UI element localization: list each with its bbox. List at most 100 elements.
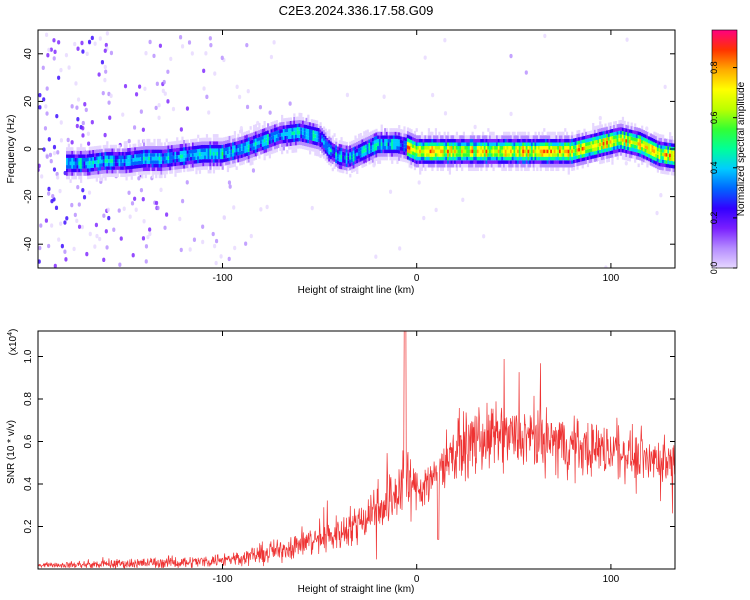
ridge-cell (422, 138, 425, 143)
ridge-cell (170, 141, 174, 146)
ridge-cell (578, 151, 581, 155)
ridge-cell (562, 156, 565, 161)
noise-cell (139, 109, 143, 114)
ridge-cell (429, 160, 432, 164)
ridge-cell (513, 135, 516, 139)
ridge-cell (328, 140, 331, 144)
ridge-cell (551, 146, 555, 150)
ridge-cell (183, 161, 186, 166)
noise-cell (201, 239, 205, 245)
ridge-cell (527, 142, 530, 147)
ridge-cell (544, 135, 548, 139)
ridge-cell (672, 139, 675, 144)
ridge-cell (71, 165, 74, 169)
ridge-cell (375, 128, 378, 133)
ridge-cell (177, 140, 181, 145)
ridge-cell (445, 142, 448, 147)
ridge-cell (655, 139, 658, 144)
ridge-cell (338, 161, 341, 166)
ridge-cell (317, 142, 320, 146)
spectrogram-cells (38, 31, 675, 268)
ridge-cell (90, 168, 93, 172)
ridge-cell (513, 163, 516, 168)
ridge-cell (349, 155, 352, 160)
ridge-cell (436, 153, 439, 157)
ridge-cell (284, 128, 287, 133)
ridge-cell (499, 138, 502, 143)
ridge-cell (569, 153, 572, 157)
ridge-cell (642, 133, 646, 138)
ridge-cell (637, 145, 640, 150)
ridge-cell (499, 160, 502, 164)
ridge-cell (106, 148, 109, 152)
ridge-cell (212, 134, 216, 138)
ridge-cell (651, 152, 654, 156)
ridge-cell (289, 135, 292, 139)
ridge-cell (523, 167, 527, 172)
ridge-cell (375, 132, 378, 136)
ridge-cell (88, 157, 91, 162)
y-tick-label: 0.8 (23, 392, 34, 406)
ridge-cell (141, 146, 144, 150)
ridge-cell (212, 162, 216, 167)
ridge-cell (649, 144, 653, 148)
ridge-cell (637, 134, 640, 139)
ridge-cell (78, 154, 81, 158)
ridge-cell (557, 160, 560, 164)
ridge-cell (228, 146, 231, 151)
ridge-cell (490, 131, 493, 136)
ridge-cell (177, 154, 181, 159)
ridge-cell (162, 167, 165, 172)
ridge-cell (235, 137, 238, 142)
ridge-cell (78, 150, 81, 155)
ridge-cell (291, 124, 294, 128)
noise-cell (157, 115, 161, 120)
ridge-cell (235, 155, 238, 160)
noise-cell (84, 107, 88, 113)
ridge-cell (193, 149, 196, 154)
ridge-cell (139, 153, 142, 158)
ridge-cell (406, 152, 410, 157)
ridge-cell (385, 156, 389, 161)
ridge-cell (107, 169, 111, 174)
ridge-cell (291, 142, 294, 146)
ridge-cell (502, 138, 506, 143)
ridge-cell (669, 160, 672, 165)
ridge-cell (590, 159, 593, 163)
ridge-cell (424, 142, 427, 147)
ridge-cell (419, 153, 422, 157)
ridge-cell (450, 153, 453, 157)
ridge-cell (567, 167, 570, 172)
noise-cell (180, 44, 185, 49)
ridge-cell (242, 153, 245, 158)
ridge-cell (387, 146, 390, 150)
ridge-cell (592, 126, 595, 131)
ridge-cell (92, 167, 95, 172)
ridge-cell (672, 161, 675, 165)
ridge-cell (128, 144, 132, 148)
ridge-cell (265, 148, 268, 153)
ridge-cell (662, 166, 665, 171)
ridge-cell (634, 144, 637, 149)
ridge-cell (67, 150, 70, 155)
ridge-cell (555, 142, 558, 147)
noise-cell (192, 237, 197, 242)
ridge-cell (644, 138, 647, 142)
ridge-cell (373, 151, 376, 155)
ridge-cell (354, 142, 357, 147)
ridge-cell (572, 145, 576, 150)
ridge-cell (209, 137, 212, 142)
ridge-cell (78, 161, 81, 166)
ridge-cell (518, 138, 521, 143)
ridge-cell (415, 153, 418, 157)
ridge-cell (565, 149, 569, 154)
noise-cell (137, 176, 141, 181)
ridge-cell (204, 137, 207, 142)
ridge-cell (380, 146, 383, 150)
noise-cell (166, 99, 170, 104)
ridge-cell (485, 146, 488, 150)
ridge-cell (448, 142, 452, 147)
ridge-cell (408, 149, 411, 154)
ridge-cell (595, 143, 598, 148)
ridge-cell (639, 156, 642, 161)
